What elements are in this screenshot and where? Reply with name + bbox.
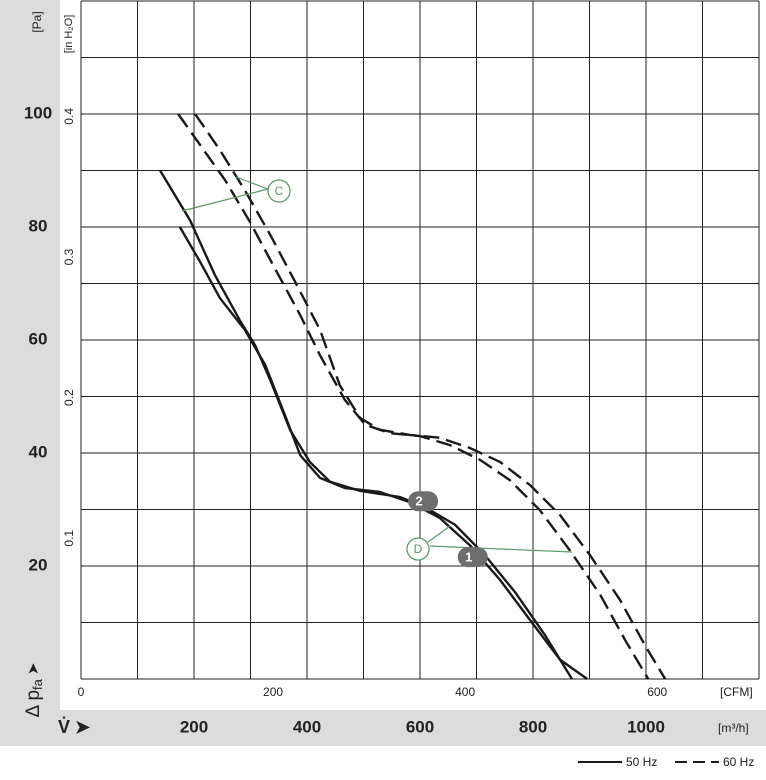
curve bbox=[194, 113, 667, 680]
annotation-badge bbox=[406, 537, 430, 561]
x2-tick-label: 600 bbox=[647, 685, 667, 699]
curve-label: 1 bbox=[465, 550, 472, 565]
curve bbox=[159, 169, 574, 680]
bottom-band bbox=[0, 710, 766, 746]
curve-label: 2 bbox=[415, 494, 422, 509]
legend-label: 50 Hz bbox=[626, 755, 657, 769]
y2-tick-label: 0.1 bbox=[62, 530, 76, 547]
annotation: D bbox=[414, 542, 423, 556]
x-tick-label: 600 bbox=[406, 717, 434, 736]
curve-badges: 21 bbox=[408, 491, 488, 568]
y-unit: [Pa] bbox=[30, 11, 44, 32]
y-tick-label: 80 bbox=[29, 216, 48, 235]
y-label: Δ pfa ➤ bbox=[23, 663, 45, 718]
annotation-badge bbox=[267, 179, 291, 203]
x-tick-label: 400 bbox=[293, 717, 321, 736]
x2-tick-label: 400 bbox=[455, 685, 475, 699]
curves bbox=[159, 113, 667, 680]
y-label-arrow: ➤ bbox=[25, 663, 42, 676]
x-tick-label: 200 bbox=[180, 717, 208, 736]
annotation: C bbox=[275, 184, 284, 198]
y2-unit: [in H₂O] bbox=[63, 15, 75, 54]
axes: 20 40 60 80 100 200 400 600 800 1000 0 200 400 600 0.1… bbox=[24, 103, 668, 736]
y2-tick-label: 0.3 bbox=[62, 248, 76, 265]
y-tick-label: 100 bbox=[24, 103, 52, 122]
y2-tick-label: 0.4 bbox=[62, 108, 76, 125]
y-tick-label: 20 bbox=[29, 555, 48, 574]
y-tick-label: 40 bbox=[29, 442, 48, 461]
curve-badge bbox=[457, 547, 488, 568]
x2-tick-label: 200 bbox=[263, 685, 283, 699]
left-band bbox=[0, 0, 60, 746]
y2-tick-label: 0.2 bbox=[62, 389, 76, 406]
grid bbox=[80, 0, 760, 680]
x-tick-label: 800 bbox=[519, 717, 547, 736]
y-label-main: Δ p bbox=[23, 690, 44, 718]
x-unit: [m³/h] bbox=[718, 721, 749, 735]
x2-tick-label: 0 bbox=[78, 685, 85, 699]
legend: 50 Hz 60 Hz bbox=[578, 755, 754, 769]
x-tick-label: 1000 bbox=[627, 717, 665, 736]
y-label-sub: fa bbox=[30, 678, 45, 690]
y-tick-label: 60 bbox=[29, 329, 48, 348]
curve bbox=[178, 226, 588, 680]
x-label: V̇ ➤ bbox=[58, 716, 91, 737]
curve bbox=[177, 113, 650, 680]
curve-badge bbox=[408, 491, 439, 512]
x2-unit: [CFM] bbox=[720, 685, 753, 699]
legend-label: 60 Hz bbox=[723, 755, 754, 769]
callouts bbox=[181, 176, 573, 553]
